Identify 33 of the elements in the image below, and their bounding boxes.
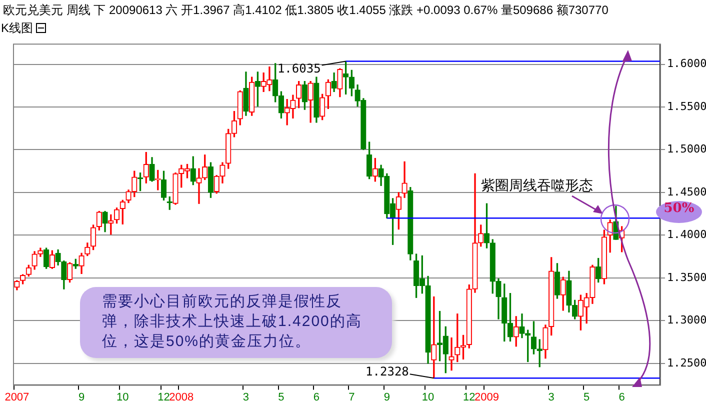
annotation: 紫圈周线吞噬形态 [481, 177, 593, 195]
y-tick-label: 1.3500 [667, 270, 706, 284]
x-tick-label: 2007 [4, 391, 30, 404]
x-tick-label: 5 [584, 391, 590, 404]
x-tick-label: 5 [278, 391, 284, 404]
y-tick-label: 1.2500 [667, 356, 706, 370]
candlestick [448, 337, 454, 371]
x-tick-label: 10 [422, 391, 434, 404]
y-tick-label: 1.6000 [667, 57, 706, 70]
text: 50% [656, 201, 702, 223]
ref-line-label: 1.2328 [366, 364, 409, 378]
x-tick-label: 10 [116, 391, 129, 404]
x-tick-label: 12 [463, 391, 476, 404]
y-tick-label: 1.4500 [667, 185, 706, 198]
x-tick-label: 3 [242, 391, 250, 404]
x-tick-label: 9 [384, 391, 390, 404]
text: K线图 [1, 20, 34, 37]
y-tick-label: 1.3000 [667, 314, 706, 327]
ref-line-label: 1.6035 [277, 61, 321, 76]
callout-box: 需要小心目前欧元的反弹是假性反弹，除非技术上快速上破1.4200的高位，这是50%的黄金压力位。 [80, 287, 392, 358]
x-tick-label: 6 [313, 391, 320, 404]
y-tick-label: 1.5500 [667, 100, 706, 113]
chart-title: 欧元兑美元 周线 下 20090613 六 开1.3967 高1.4102 低1.3805 收1.4055 涨跌 +0.0093 0.67% 量509686 额730770 [3, 2, 608, 19]
x-tick-label: 2008 [169, 391, 194, 404]
candlestick [196, 168, 202, 204]
y-tick-label: 1.4000 [667, 228, 706, 242]
x-tick-label: 7 [348, 391, 355, 404]
x-tick-label: 2009 [474, 391, 499, 404]
x-tick-label: 9 [78, 391, 85, 404]
y-tick-label: 1.5000 [667, 142, 706, 156]
x-tick-label: 3 [548, 391, 554, 404]
x-tick-label: 12 [158, 391, 170, 404]
x-tick-label: 6 [618, 391, 625, 404]
